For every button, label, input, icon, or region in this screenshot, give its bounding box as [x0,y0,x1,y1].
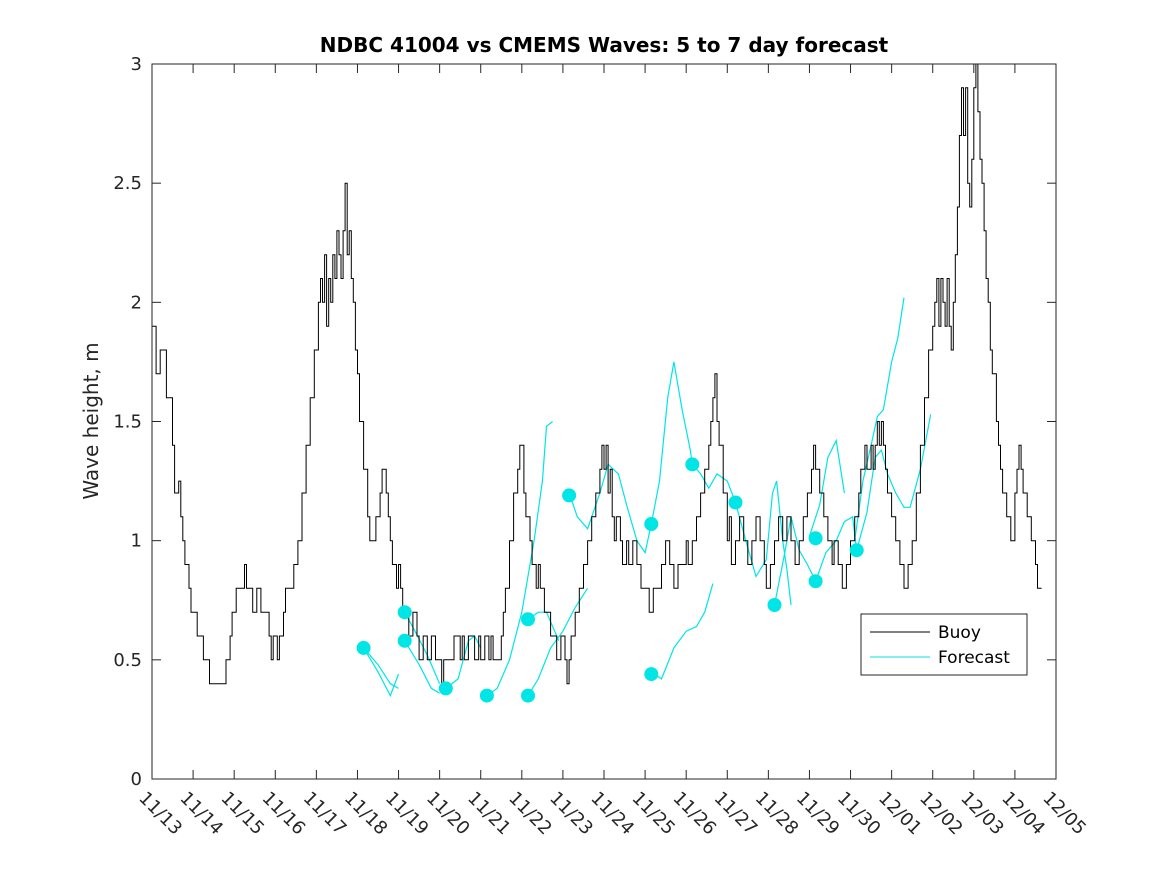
forecast-line [404,611,441,684]
forecast-start-marker [521,688,535,703]
forecast-start-marker [438,681,453,696]
forecast-start-marker [397,633,412,648]
plot-area [152,63,1042,703]
y-tick-label: 0.5 [113,650,142,671]
forecast-start-marker [767,598,782,612]
series-buoy [152,63,1042,685]
forecast-line [734,480,792,606]
y-tick-label: 3 [131,54,142,75]
series-forecast [363,297,932,698]
forecast-line [854,297,905,541]
forecast-line [808,438,845,537]
chart-title: NDBC 41004 vs CMEMS Waves: 5 to 7 day fo… [320,33,889,57]
forecast-start-marker [479,688,494,703]
forecast-line [568,463,652,555]
forecast-line [650,583,714,680]
y-tick-label: 1.5 [113,412,142,433]
forecast-start-marker [644,517,659,531]
forecast-start-marker [356,640,371,655]
forecast-line [404,640,440,694]
forecast-start-marker [808,531,823,546]
forecast-start-marker [808,574,823,589]
y-tick-label: 1 [131,531,142,552]
forecast-start-marker [521,612,535,627]
y-tick-label: 0 [131,769,142,790]
forecast-start-marker [644,667,659,682]
forecast-line [773,516,817,606]
forecast-line [691,464,737,503]
forecast-start-marker [685,457,700,472]
forecast-line [486,421,553,697]
legend-label-buoy: Buoy [938,623,981,643]
legend-label-forecast: Forecast [938,648,1010,668]
y-tick-label: 2 [131,292,142,313]
forecast-start-marker [397,605,412,620]
forecast-line [363,647,400,698]
y-axis-label: Wave height, m [79,342,103,499]
buoy-line [152,63,1042,685]
forecast-start-marker [562,488,577,503]
legend-box [860,613,1028,676]
y-tick-label: 2.5 [113,173,142,194]
forecast-line [856,414,932,551]
forecast-start-marker [728,495,743,510]
legend: Buoy Forecast [860,613,1028,676]
series-forecast-markers [356,457,864,703]
y-axis: 0 0.5 1 1.5 2 2.5 3 [113,54,1056,790]
forecast-line [650,361,693,525]
forecast-start-marker [849,543,864,558]
forecast-line [815,515,858,582]
